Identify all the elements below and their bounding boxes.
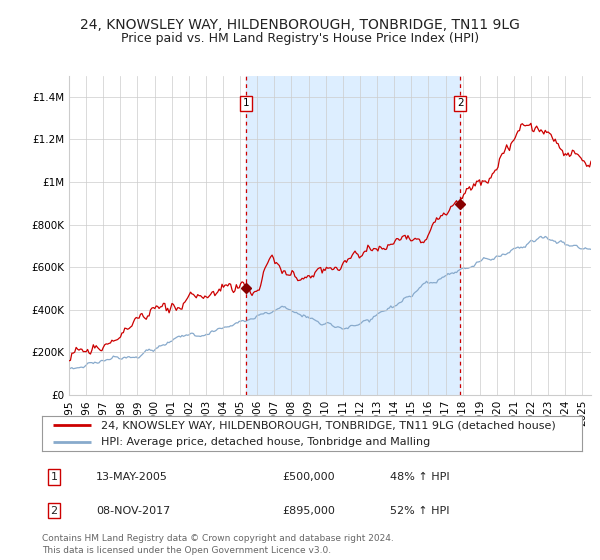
Text: 13-MAY-2005: 13-MAY-2005: [96, 472, 168, 482]
Text: 24, KNOWSLEY WAY, HILDENBOROUGH, TONBRIDGE, TN11 9LG: 24, KNOWSLEY WAY, HILDENBOROUGH, TONBRID…: [80, 18, 520, 32]
Text: 08-NOV-2017: 08-NOV-2017: [96, 506, 170, 516]
Text: HPI: Average price, detached house, Tonbridge and Malling: HPI: Average price, detached house, Tonb…: [101, 437, 431, 447]
Text: 48% ↑ HPI: 48% ↑ HPI: [390, 472, 449, 482]
Text: £500,000: £500,000: [282, 472, 335, 482]
Text: 2: 2: [457, 98, 464, 108]
Text: 1: 1: [243, 98, 250, 108]
Text: Price paid vs. HM Land Registry's House Price Index (HPI): Price paid vs. HM Land Registry's House …: [121, 31, 479, 45]
Text: 52% ↑ HPI: 52% ↑ HPI: [390, 506, 449, 516]
Text: 2: 2: [50, 506, 58, 516]
Text: 1: 1: [50, 472, 58, 482]
Text: Contains HM Land Registry data © Crown copyright and database right 2024.
This d: Contains HM Land Registry data © Crown c…: [42, 534, 394, 555]
Bar: [247, 76, 460, 395]
Text: 24, KNOWSLEY WAY, HILDENBOROUGH, TONBRIDGE, TN11 9LG (detached house): 24, KNOWSLEY WAY, HILDENBOROUGH, TONBRID…: [101, 420, 556, 430]
Text: £895,000: £895,000: [282, 506, 335, 516]
